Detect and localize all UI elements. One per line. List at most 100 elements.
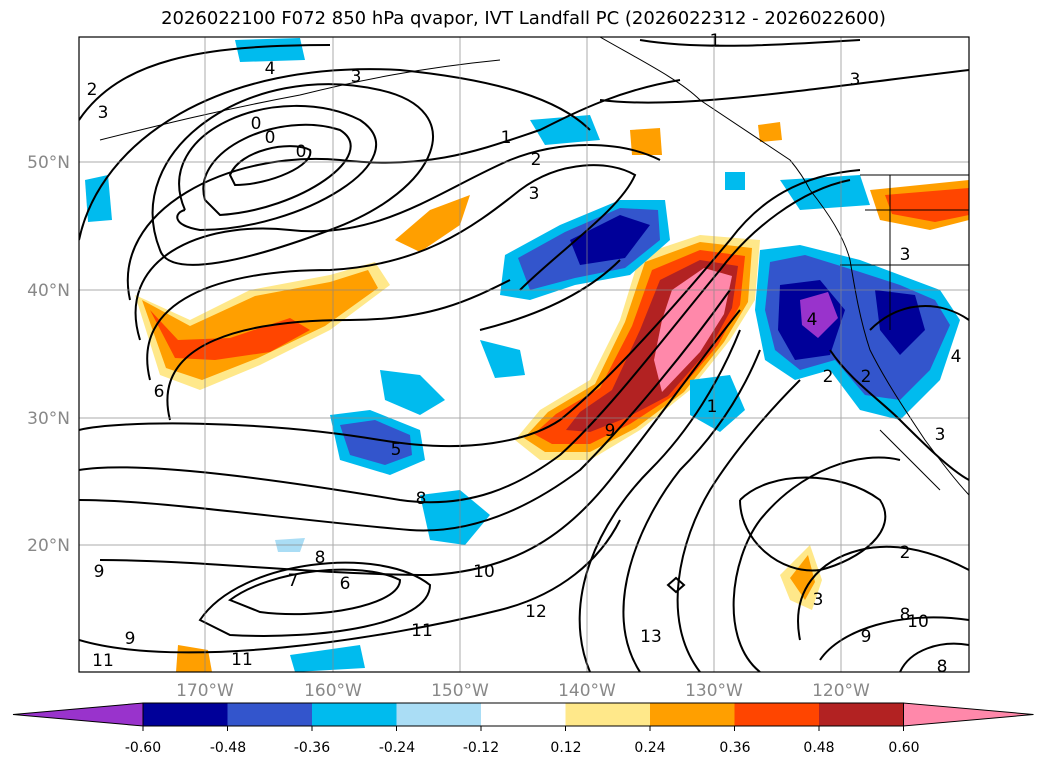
colorbar-tick-labels: -0.60 -0.48 -0.36 -0.24 -0.12 0.12 0.24 … <box>125 740 920 756</box>
contour-label: 3 <box>98 103 109 123</box>
contour-label: 2 <box>900 543 911 563</box>
contour-label: 0 <box>296 142 307 162</box>
contour-label: 12 <box>525 602 547 622</box>
colorbar-tick-label: -0.12 <box>463 740 499 756</box>
contour-line <box>198 561 432 637</box>
colorbar-segment <box>650 703 735 726</box>
colorbar-arrow-low <box>12 702 144 727</box>
contour-label: 9 <box>605 421 616 441</box>
contour-line <box>599 69 969 104</box>
lat-label: 40°N <box>27 281 70 301</box>
contour-label: 3 <box>900 245 911 265</box>
contour-line <box>578 329 741 672</box>
contour-label: 8 <box>315 548 326 568</box>
contour-label: 4 <box>265 59 276 79</box>
colorbar-tick-label: 0.60 <box>888 740 919 756</box>
coastline-north-america <box>809 189 969 496</box>
contour-line <box>79 169 861 448</box>
contour-line <box>99 309 741 577</box>
contour-line <box>676 379 801 672</box>
contour-label: 8 <box>416 489 427 509</box>
contour-line <box>176 105 377 232</box>
shade-moist-blob-south-core <box>790 555 815 600</box>
shade-dry-blob-6 <box>235 38 305 62</box>
contour-label: 6 <box>340 574 351 594</box>
contour-label: 11 <box>411 621 433 641</box>
colorbar-outline <box>142 702 904 727</box>
contour-label: 2 <box>531 150 542 170</box>
colorbar-segment <box>734 703 819 726</box>
contour-label: 11 <box>231 650 253 670</box>
contour-line <box>227 568 402 616</box>
contour-line <box>819 616 969 661</box>
lat-label: 30°N <box>27 409 70 429</box>
contour-label: 3 <box>813 590 824 610</box>
shade-dry-east-peak <box>800 292 838 338</box>
contour-label: 3 <box>351 67 362 87</box>
contour-label: 9 <box>125 629 136 649</box>
contour-line <box>151 83 434 266</box>
contour-line <box>79 179 851 504</box>
lon-label: 140°W <box>558 681 616 701</box>
contour-label: 2 <box>823 367 834 387</box>
contour-label: 1 <box>501 128 512 148</box>
contour-line <box>739 476 887 572</box>
colorbar-segment <box>565 703 650 726</box>
colorbar-tick-label: 0.48 <box>803 740 834 756</box>
contour-line <box>666 576 686 594</box>
contour-label: 4 <box>951 347 962 367</box>
coastline-alaska <box>599 37 811 191</box>
colorbar-tick-label: -0.48 <box>210 740 246 756</box>
contour-label: 3 <box>529 184 540 204</box>
contour-label: 7 <box>288 571 299 591</box>
contour-label: 2 <box>87 80 98 100</box>
colorbar-tick-label: -0.24 <box>379 740 415 756</box>
map-title: 2026022100 F072 850 hPa qvapor, IVT Land… <box>161 8 886 29</box>
lon-label: 120°W <box>812 681 870 701</box>
lat-lon-grid <box>79 37 969 672</box>
contour-label: 9 <box>861 627 872 647</box>
shade-dry-blob-1 <box>380 370 445 415</box>
contour-label: 0 <box>251 114 262 134</box>
contour-line <box>146 164 637 381</box>
contour-label: 5 <box>391 440 402 460</box>
shade-moist-blob-sw <box>176 645 212 672</box>
contour-label: 1 <box>707 397 718 417</box>
shade-moist-blob-north <box>395 195 470 252</box>
contour-line <box>79 68 591 241</box>
contour-line <box>479 259 621 331</box>
contour-label: 11 <box>92 651 114 671</box>
contour-line <box>732 456 901 672</box>
contour-lines <box>79 39 969 672</box>
coastline <box>99 37 969 496</box>
contour-label: 2 <box>861 367 872 387</box>
shade-moist-band-west-core <box>150 310 310 360</box>
lat-label: 20°N <box>27 536 70 556</box>
contour-label: 13 <box>640 627 662 647</box>
lon-label: 160°W <box>304 681 362 701</box>
colorbar-segment <box>396 703 481 726</box>
lon-label: 130°W <box>685 681 743 701</box>
colorbar-segment <box>481 703 566 726</box>
shade-dry-mid-ocean-core <box>340 420 412 465</box>
moisture-shading <box>85 38 969 672</box>
contour-label: 10 <box>473 562 495 582</box>
shade-moist-blob-small-1 <box>630 128 662 155</box>
colorbar-segment <box>312 703 397 726</box>
contour-line <box>899 642 969 672</box>
plot-frame <box>78 36 970 673</box>
colorbar-segment <box>819 703 904 726</box>
contour-line <box>829 349 969 481</box>
contour-label: 3 <box>935 425 946 445</box>
shade-dry-north-core <box>570 215 650 265</box>
contour-line <box>869 305 969 331</box>
lat-label: 50°N <box>27 153 70 173</box>
shade-dry-blob-8 <box>780 175 870 210</box>
shade-dry-blob-7 <box>85 175 112 222</box>
colorbar-arrow-high <box>903 702 1034 727</box>
shade-moist-plume-peak <box>654 268 732 392</box>
contour-line <box>79 519 621 654</box>
shade-dry-blob-4 <box>420 490 490 545</box>
contour-labels: 4 3 2 3 0 0 0 1 1 2 3 6 5 8 8 7 6 9 9 11… <box>87 31 962 677</box>
